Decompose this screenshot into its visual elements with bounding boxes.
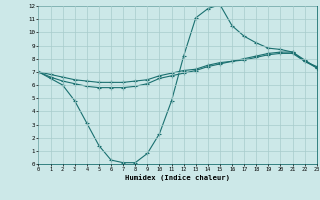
X-axis label: Humidex (Indice chaleur): Humidex (Indice chaleur) bbox=[125, 174, 230, 181]
